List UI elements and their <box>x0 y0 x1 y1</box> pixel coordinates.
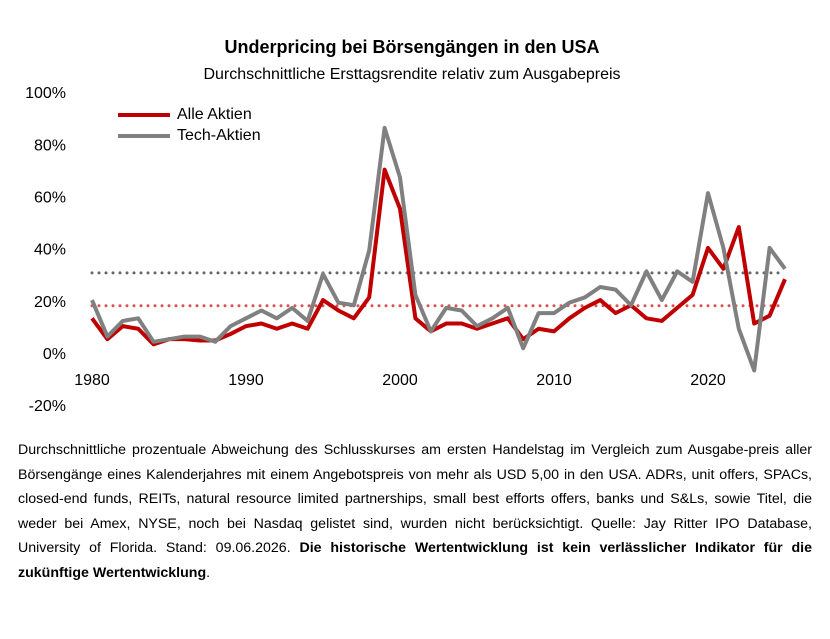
footnote-text: Durchschnittliche prozentuale Abweichung… <box>18 442 812 556</box>
y-tick-label: 20% <box>34 294 66 311</box>
x-tick-label: 2020 <box>690 372 726 389</box>
y-tick-label: 0% <box>43 346 66 363</box>
series-line <box>90 125 787 373</box>
y-tick-label: 60% <box>34 190 66 207</box>
footnote-disclaimer: Die historische Wertentwicklung ist kein… <box>18 540 812 581</box>
x-tick-label: 1990 <box>228 372 264 389</box>
y-tick-label: -20% <box>29 398 66 415</box>
chart-title: Underpricing bei Börsengängen in den USA <box>224 37 599 57</box>
footnote-end: . <box>206 564 211 581</box>
y-tick-label: 80% <box>34 137 66 154</box>
y-tick-label: 40% <box>34 242 66 259</box>
x-tick-label: 2010 <box>536 372 572 389</box>
legend-label: Tech-Aktien <box>177 127 261 144</box>
footnote: Durchschnittliche prozentuale Abweichung… <box>18 438 812 585</box>
x-tick-label: 1980 <box>74 372 110 389</box>
chart-subtitle: Durchschnittliche Ersttagsrendite relati… <box>203 66 620 83</box>
legend-label: Alle Aktien <box>177 106 252 123</box>
chart: Underpricing bei Börsengängen in den USA… <box>25 37 787 415</box>
y-tick-label: 100% <box>25 85 66 102</box>
x-tick-label: 2000 <box>382 372 418 389</box>
